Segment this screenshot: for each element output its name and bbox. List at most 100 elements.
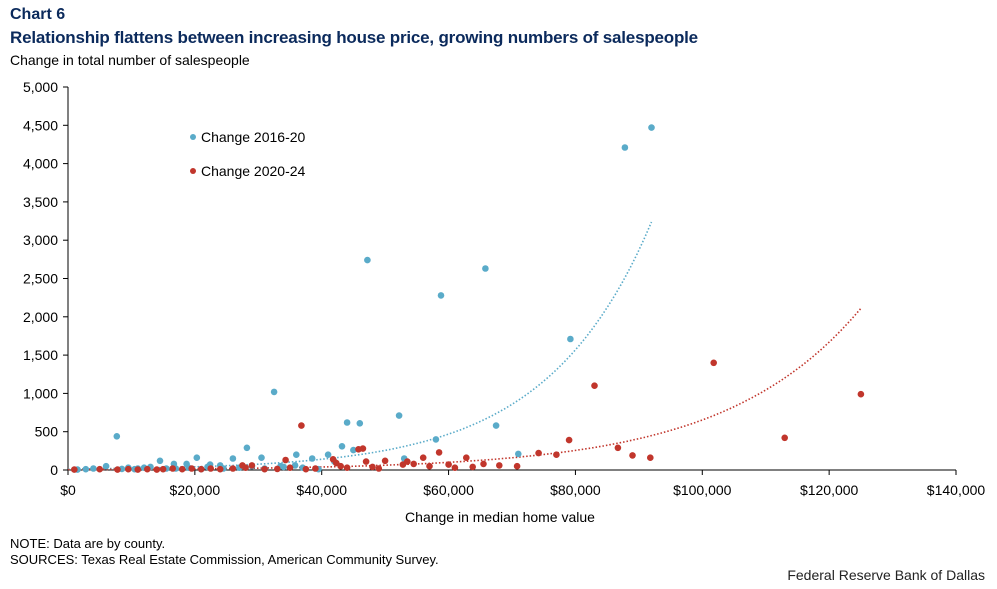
- note-text: NOTE: Data are by county.: [10, 536, 166, 551]
- x-tick-label: $120,000: [800, 482, 859, 498]
- data-point: [647, 454, 654, 462]
- data-point: [159, 465, 167, 473]
- y-tick-label: 0: [50, 462, 58, 478]
- x-tick-label: $100,000: [673, 482, 732, 498]
- data-point: [216, 465, 224, 473]
- series-2: [71, 359, 865, 473]
- data-point: [125, 465, 132, 473]
- data-points: [71, 124, 865, 473]
- y-tick-label: 1,500: [23, 347, 58, 363]
- y-tick-label: 5,000: [23, 79, 58, 95]
- legend-label: Change 2016-20: [201, 129, 306, 145]
- data-point: [781, 434, 788, 442]
- data-point: [567, 335, 574, 343]
- data-point: [451, 464, 459, 472]
- series-1: [74, 124, 655, 473]
- data-point: [239, 462, 246, 469]
- trendline: [68, 307, 862, 471]
- data-point: [293, 451, 300, 459]
- data-point: [591, 382, 598, 390]
- y-tick-label: 2,000: [23, 309, 58, 325]
- y-tick-label: 500: [35, 424, 59, 440]
- y-tick-label: 3,500: [23, 194, 58, 210]
- data-point: [207, 465, 214, 472]
- data-point: [270, 388, 278, 396]
- y-tick-label: 3,000: [23, 232, 58, 248]
- x-tick-label: $20,000: [170, 482, 221, 498]
- x-tick-label: $0: [60, 482, 76, 498]
- axes: 0 500 1,000 1,500 2,000 2,500 3,000 3,500 4,000 4…: [23, 79, 985, 498]
- data-point: [280, 463, 288, 471]
- data-point: [324, 451, 332, 459]
- data-point: [261, 465, 268, 473]
- data-point: [535, 449, 542, 457]
- data-point: [308, 455, 316, 462]
- data-point: [274, 465, 281, 473]
- y-tick-label: 2,500: [23, 271, 58, 287]
- legend-marker: [190, 134, 196, 140]
- data-point: [482, 265, 489, 272]
- data-point: [492, 422, 500, 429]
- data-point: [144, 465, 151, 473]
- data-point: [513, 462, 521, 470]
- data-point: [437, 292, 445, 299]
- x-tick-label: $60,000: [423, 482, 474, 498]
- data-point: [362, 458, 370, 465]
- data-point: [419, 454, 427, 462]
- data-point: [343, 464, 351, 472]
- data-point: [248, 462, 256, 469]
- data-point: [71, 466, 78, 473]
- data-point: [113, 433, 121, 440]
- data-point: [364, 256, 371, 264]
- data-point: [82, 465, 90, 473]
- data-point: [90, 465, 97, 472]
- data-point: [282, 456, 289, 464]
- data-point: [343, 419, 351, 426]
- legend-label: Change 2020-24: [201, 163, 306, 179]
- data-point: [565, 436, 573, 444]
- data-point: [399, 461, 407, 468]
- data-point: [496, 462, 503, 469]
- data-point: [432, 436, 440, 443]
- data-point: [553, 451, 560, 459]
- data-point: [426, 462, 433, 470]
- data-point: [134, 466, 142, 473]
- trendline: [68, 221, 653, 470]
- x-axis-label: Change in median home value: [405, 509, 595, 525]
- sources-text: SOURCES: Texas Real Estate Commission, A…: [10, 552, 439, 567]
- data-point: [515, 450, 522, 458]
- data-point: [463, 454, 470, 462]
- data-point: [410, 460, 418, 468]
- data-point: [395, 412, 403, 419]
- data-point: [291, 462, 299, 469]
- data-point: [258, 454, 265, 462]
- y-tick-label: 1,000: [23, 385, 58, 401]
- data-point: [375, 465, 383, 472]
- data-point: [614, 444, 622, 452]
- credit-text: Federal Reserve Bank of Dallas: [787, 567, 985, 583]
- data-point: [356, 420, 364, 427]
- chart-number: Chart 6: [10, 6, 66, 23]
- data-point: [337, 462, 345, 470]
- data-point: [114, 466, 121, 473]
- y-axis-title: Change in total number of salespeople: [10, 52, 250, 68]
- data-point: [381, 457, 389, 465]
- data-point: [369, 463, 376, 471]
- legend: Change 2016-20 Change 2020-24: [190, 129, 306, 179]
- notes: NOTE: Data are by county. SOURCES: Texas…: [10, 536, 439, 568]
- chart-title: Relationship flattens between increasing…: [10, 28, 698, 47]
- data-point: [857, 390, 865, 398]
- data-point: [169, 465, 176, 472]
- data-point: [302, 465, 310, 473]
- x-tick-label: $40,000: [296, 482, 347, 498]
- data-point: [193, 454, 201, 462]
- data-point: [338, 443, 346, 450]
- data-point: [156, 457, 164, 465]
- data-point: [350, 446, 357, 454]
- data-point: [621, 144, 629, 151]
- data-point: [312, 465, 319, 472]
- data-point: [648, 124, 655, 131]
- data-point: [355, 446, 362, 453]
- data-point: [229, 455, 237, 462]
